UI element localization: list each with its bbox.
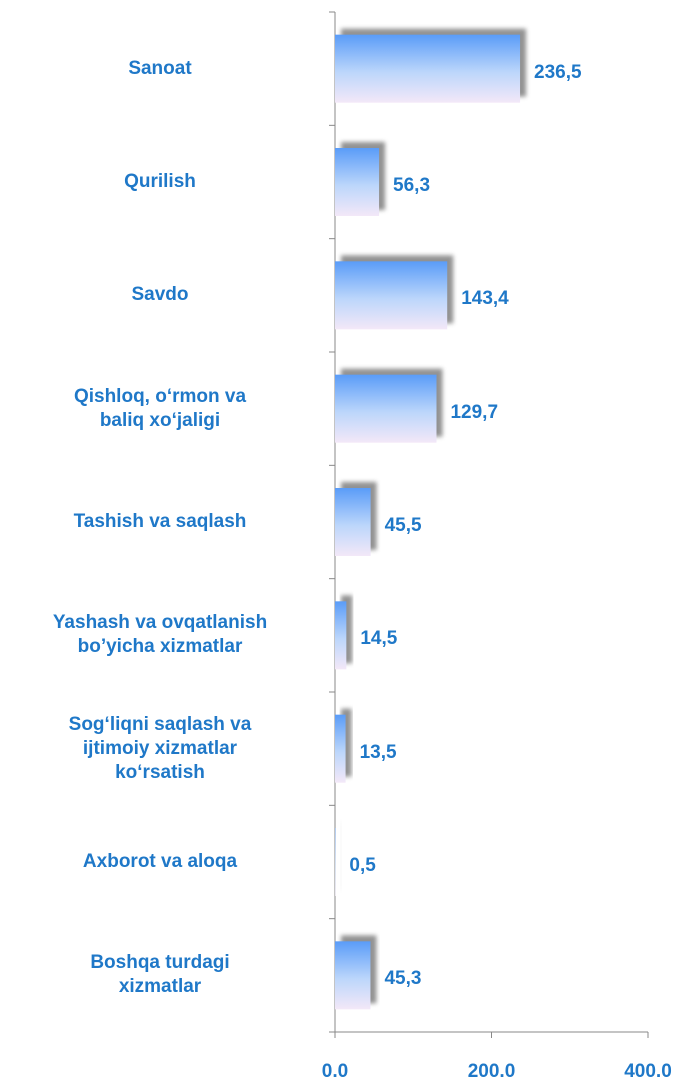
bar <box>335 941 371 1010</box>
bar <box>335 374 437 443</box>
value-label: 56,3 <box>393 175 431 196</box>
category-label: Savdo <box>131 284 189 306</box>
bar <box>335 261 448 330</box>
x-tick-label: 0,0 <box>321 1061 349 1077</box>
value-label: 45,3 <box>384 968 422 990</box>
category-label: Axborot va aloqa <box>82 851 238 872</box>
value-label: 143,4 <box>461 288 509 310</box>
bar <box>335 714 346 783</box>
x-tick-label: 200,0 <box>467 1061 516 1077</box>
x-tick-label: 400,0 <box>624 1061 672 1077</box>
bar-shadow <box>341 708 352 777</box>
category-label: Yashash va ovqatlanish bo’yicha xizmatla… <box>52 612 268 658</box>
category-label: Tashish va saqlash <box>73 511 247 532</box>
category-label: Sog‘liqni saqlash va ijtimoiy xizmatlar … <box>68 713 252 783</box>
bar-shadow <box>341 595 353 664</box>
bar <box>335 148 380 216</box>
category-label: Qishloq, o‘rmon va baliq xo‘jaligi <box>73 385 247 431</box>
value-label: 14,5 <box>360 628 398 650</box>
category-label: Boshqa turdagi xizmatlar <box>90 952 230 998</box>
bar <box>335 488 371 556</box>
value-label: 236,5 <box>534 61 582 83</box>
bar <box>335 601 347 670</box>
value-label: 129,7 <box>450 401 499 423</box>
category-label: Sanoat <box>128 57 192 79</box>
value-label: 0,5 <box>349 855 376 876</box>
category-label: Qurilish <box>124 171 196 192</box>
value-label: 13,5 <box>359 741 397 763</box>
value-label: 45,5 <box>384 515 422 536</box>
bar <box>335 34 521 103</box>
